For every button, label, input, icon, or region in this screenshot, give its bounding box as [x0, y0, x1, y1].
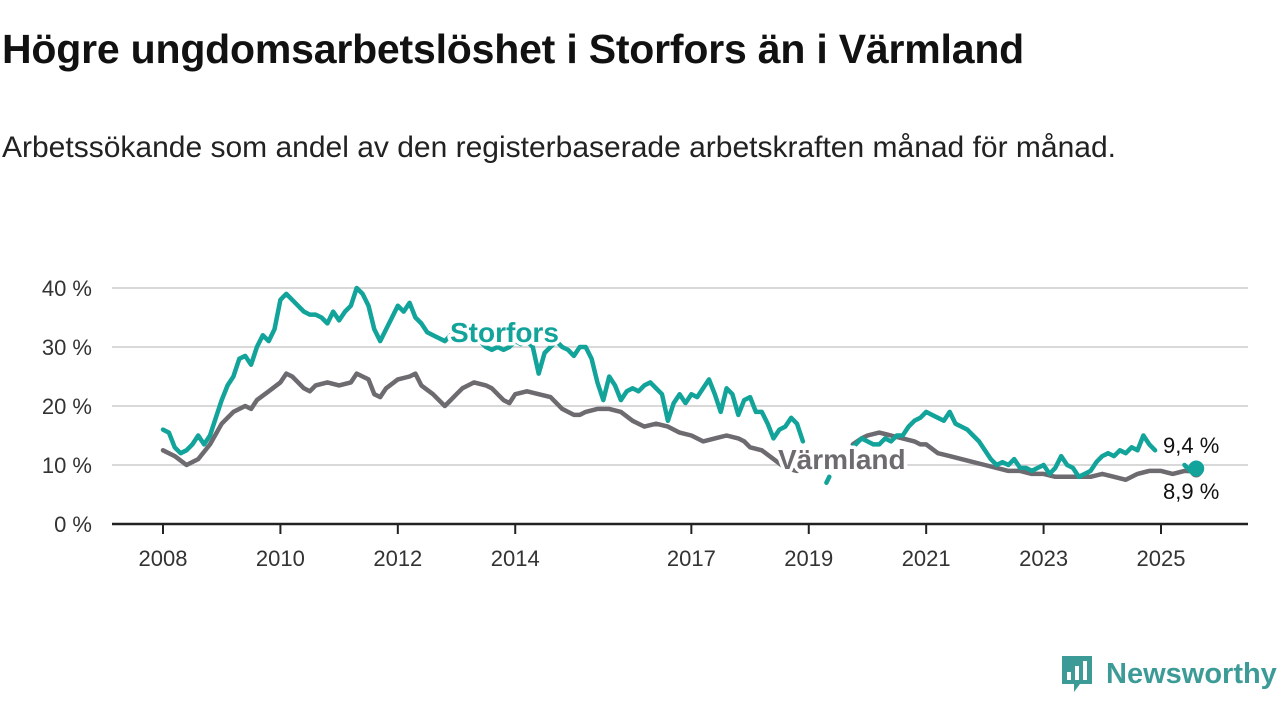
series-labels: Storfors Värmland 9,4 % 8,9 %	[447, 314, 1223, 508]
y-tick-label: 10 %	[42, 453, 92, 478]
y-tick-label: 40 %	[42, 276, 92, 301]
end-label-varmland: 8,9 %	[1163, 479, 1219, 504]
y-tick-label: 0 %	[54, 512, 92, 537]
y-axis-ticks: 0 % 10 % 20 % 30 % 40 %	[42, 276, 92, 537]
series-label-storfors: Storfors	[450, 317, 559, 348]
x-tick-label: 2017	[667, 546, 716, 571]
end-label-storfors: 9,4 %	[1163, 433, 1219, 458]
x-tick-label: 2014	[491, 546, 540, 571]
x-axis-ticks: 2008 2010 2012 2014 2017 2019 2021 2023 2025	[112, 522, 1248, 571]
x-tick-label: 2025	[1137, 546, 1186, 571]
x-tick-label: 2021	[902, 546, 951, 571]
page-subtitle: Arbetssökande som andel av den registerb…	[2, 131, 1116, 164]
brand-logo: Newsworthy	[1060, 654, 1277, 694]
y-tick-label: 30 %	[42, 335, 92, 360]
series-line-storfors	[160, 285, 1199, 485]
x-tick-label: 2019	[784, 546, 833, 571]
series-line-varmland	[160, 371, 1199, 483]
brand-name: Newsworthy	[1106, 657, 1277, 690]
x-tick-label: 2010	[256, 546, 305, 571]
newsworthy-logo-icon	[1062, 656, 1092, 692]
series-lines	[160, 285, 1199, 485]
x-tick-label: 2023	[1019, 546, 1068, 571]
y-tick-label: 20 %	[42, 394, 92, 419]
page-title: Högre ungdomsarbetslöshet i Storfors än …	[2, 26, 1025, 72]
series-label-varmland: Värmland	[778, 444, 906, 475]
end-marker-storfors	[1188, 460, 1205, 477]
line-chart: 0 % 10 % 20 % 30 % 40 % 2008 2010 2012 2014 2017…	[42, 276, 1248, 571]
x-tick-label: 2012	[373, 546, 422, 571]
x-tick-label: 2008	[139, 546, 188, 571]
